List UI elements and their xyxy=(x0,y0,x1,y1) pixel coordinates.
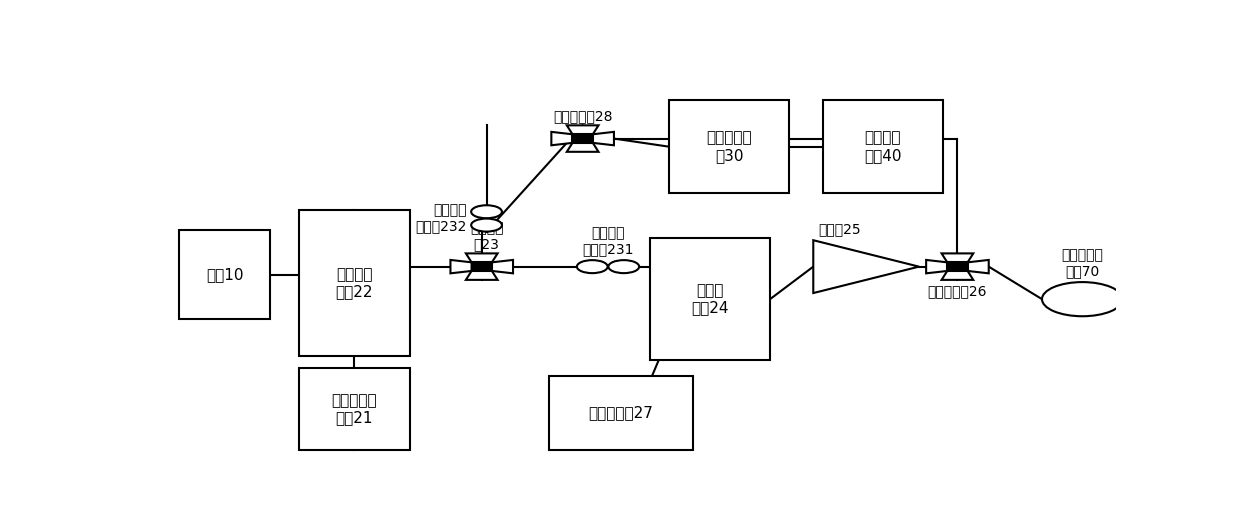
Text: 第二耦合器26: 第二耦合器26 xyxy=(928,284,987,298)
Circle shape xyxy=(577,260,608,273)
Text: 放大器25: 放大器25 xyxy=(818,222,861,236)
Bar xyxy=(823,100,942,193)
Text: 光源10: 光源10 xyxy=(206,267,243,282)
Polygon shape xyxy=(813,240,919,293)
Text: 第一偏振
控制器231: 第一偏振 控制器231 xyxy=(582,226,634,256)
Polygon shape xyxy=(567,143,599,152)
Bar xyxy=(573,134,593,143)
Text: 数据处理
单元40: 数据处理 单元40 xyxy=(864,130,901,163)
Circle shape xyxy=(471,219,502,232)
Text: 电光调
制器24: 电光调 制器24 xyxy=(691,283,729,315)
Polygon shape xyxy=(492,260,513,274)
Text: 单边带调
制器22: 单边带调 制器22 xyxy=(336,267,373,299)
Bar xyxy=(299,210,409,356)
Bar xyxy=(471,262,492,271)
Polygon shape xyxy=(466,271,497,280)
Text: 脉冲发生器27: 脉冲发生器27 xyxy=(589,406,653,420)
Polygon shape xyxy=(567,125,599,134)
Circle shape xyxy=(1042,282,1122,316)
Polygon shape xyxy=(926,260,947,274)
Text: 第二偏振
控制器232: 第二偏振 控制器232 xyxy=(415,203,466,233)
Text: 被测的传感
光纤70: 被测的传感 光纤70 xyxy=(1061,248,1104,278)
Bar xyxy=(650,238,770,360)
Polygon shape xyxy=(450,260,471,274)
Bar xyxy=(299,369,409,450)
Circle shape xyxy=(471,205,502,218)
Bar xyxy=(179,230,270,319)
Polygon shape xyxy=(466,253,497,262)
Polygon shape xyxy=(593,132,614,145)
Text: 第一耦合
器23: 第一耦合 器23 xyxy=(470,221,503,251)
Polygon shape xyxy=(552,132,573,145)
Polygon shape xyxy=(967,260,988,274)
Polygon shape xyxy=(941,271,973,280)
Text: 光电检测单
元30: 光电检测单 元30 xyxy=(707,130,751,163)
Bar xyxy=(549,376,693,450)
Text: 第三耦合器28: 第三耦合器28 xyxy=(553,109,613,124)
Text: 微波频率综
合器21: 微波频率综 合器21 xyxy=(331,393,377,425)
Bar xyxy=(670,100,789,193)
Polygon shape xyxy=(941,253,973,262)
Bar xyxy=(947,262,967,271)
Circle shape xyxy=(609,260,639,273)
